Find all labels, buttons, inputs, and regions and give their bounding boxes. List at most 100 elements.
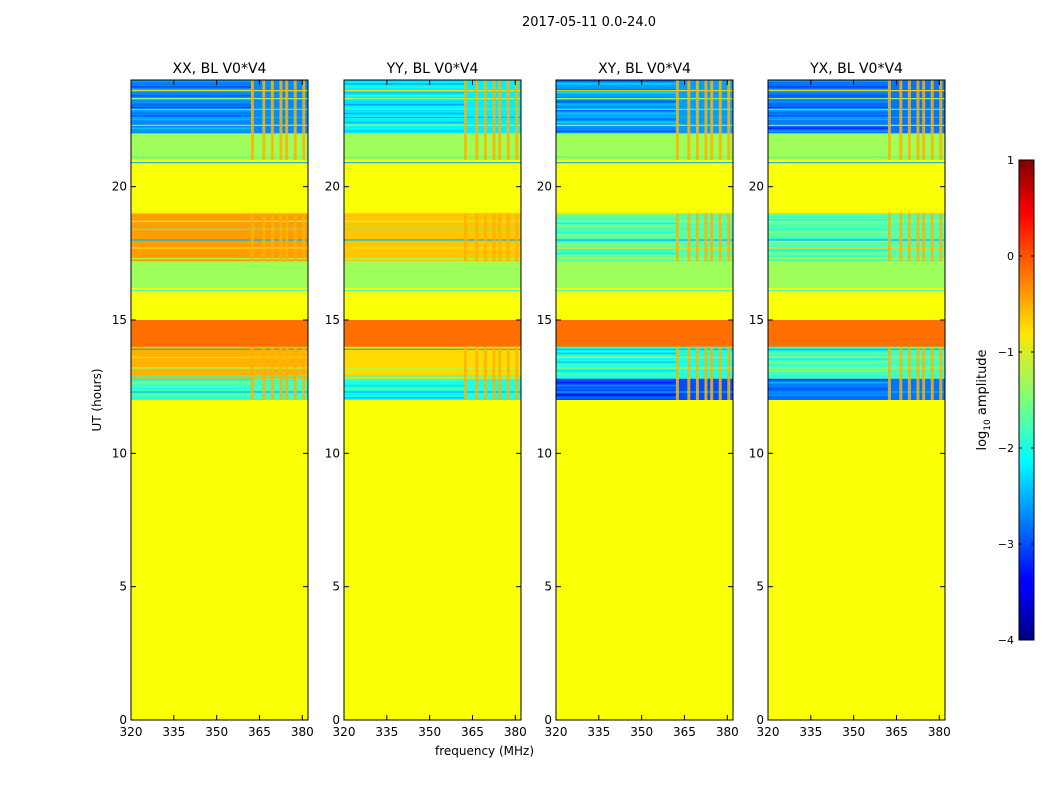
heatmap-texture xyxy=(344,100,464,103)
rfi-column xyxy=(907,346,911,400)
heatmap-texture xyxy=(344,384,464,387)
heatmap-texture xyxy=(768,361,888,363)
heatmap-texture xyxy=(344,91,464,94)
heatmap-texture xyxy=(344,118,464,121)
heatmap-texture xyxy=(768,109,888,112)
panel-yx: YX, BL V0*V4 0 5 10 15 20 320 335 350 365 380 xyxy=(749,61,951,739)
heatmap-texture xyxy=(556,82,676,85)
rfi-column xyxy=(930,80,934,160)
axes-frame xyxy=(130,79,309,721)
rfi-column xyxy=(675,346,679,400)
rfi-column xyxy=(293,346,297,400)
heatmap-texture xyxy=(131,384,251,387)
heatmap-band xyxy=(768,160,945,214)
ytick-label: 20 xyxy=(537,180,552,194)
ytick-label: 15 xyxy=(112,313,127,327)
rfi-column xyxy=(887,346,891,400)
rfi-column xyxy=(916,213,920,262)
rfi-column xyxy=(718,346,722,400)
heatmap-texture xyxy=(556,80,676,82)
xtick-label: 380 xyxy=(928,725,951,739)
heatmap-texture xyxy=(556,94,676,97)
rfi-column xyxy=(262,213,266,262)
heatmap-texture xyxy=(556,216,676,219)
rfi-column xyxy=(492,213,496,262)
heatmap-texture xyxy=(556,249,676,252)
heatmap-band xyxy=(344,160,521,214)
rfi-column xyxy=(293,213,297,262)
rfi-column xyxy=(506,80,510,160)
colorbar-tick-label: −1 xyxy=(998,346,1014,359)
heatmap-texture xyxy=(344,94,464,97)
rfi-column xyxy=(675,80,679,160)
rfi-column xyxy=(302,80,306,160)
heatmap-band xyxy=(556,160,733,214)
rfi-column xyxy=(675,213,679,262)
heatmap-texture xyxy=(768,103,888,106)
ytick-label: 10 xyxy=(537,446,552,460)
heatmap-texture xyxy=(768,88,888,91)
heatmap-texture xyxy=(556,234,676,237)
heatmap-texture xyxy=(556,252,676,255)
heatmap-texture xyxy=(556,393,676,396)
rfi-column xyxy=(279,346,283,400)
ytick-label: 10 xyxy=(749,446,764,460)
heatmap-texture xyxy=(131,88,251,91)
heatmap-texture xyxy=(768,243,888,246)
heatmap-texture xyxy=(556,118,676,121)
heatmap-texture xyxy=(344,80,464,82)
heatmap-texture xyxy=(768,234,888,237)
heatmap-texture xyxy=(556,364,676,366)
heatmap-band xyxy=(131,288,308,320)
heatmap-texture xyxy=(556,358,676,361)
rfi-column xyxy=(930,213,934,262)
xtick-label: 320 xyxy=(757,725,780,739)
heatmap-texture xyxy=(556,378,676,381)
heatmap-band xyxy=(344,288,521,320)
rfi-column xyxy=(718,80,722,160)
rfi-column xyxy=(887,80,891,160)
rfi-column xyxy=(710,213,714,262)
rfi-column xyxy=(483,213,487,262)
rfi-column xyxy=(475,213,479,262)
rfi-column xyxy=(302,346,306,400)
rfi-column xyxy=(293,80,297,160)
axes-frame xyxy=(555,79,734,721)
heatmap-texture xyxy=(768,222,888,225)
heatmap-texture xyxy=(556,213,676,216)
heatmap-texture xyxy=(344,88,464,91)
rfi-column xyxy=(710,346,714,400)
ytick-label: 0 xyxy=(332,713,340,727)
heatmap-texture xyxy=(131,80,251,82)
heatmap-band xyxy=(131,320,308,347)
colorbar-label-sub: 10 xyxy=(983,419,993,431)
rfi-column xyxy=(695,213,699,262)
heatmap-texture xyxy=(556,237,676,240)
heatmap-texture xyxy=(344,393,464,396)
ytick-label: 0 xyxy=(544,713,552,727)
xtick-label: 320 xyxy=(545,725,568,739)
panel-yy: YY, BL V0*V4 0 5 10 15 20 320 335 350 365 380 frequ… xyxy=(325,61,534,758)
heatmap-texture xyxy=(768,378,888,381)
xtick-label: 365 xyxy=(461,725,484,739)
rfi-column xyxy=(262,80,266,160)
heatmap-texture xyxy=(131,94,251,97)
xtick-label: 320 xyxy=(333,725,356,739)
heatmap-texture xyxy=(768,387,888,390)
heatmap-texture xyxy=(768,112,888,115)
colorbar-label-log: log xyxy=(975,431,990,451)
heatmap-texture xyxy=(556,346,676,349)
heatmap-texture xyxy=(768,393,888,396)
rfi-column xyxy=(475,80,479,160)
heatmap-texture xyxy=(344,381,464,384)
heatmap-texture xyxy=(131,85,251,88)
heatmap-texture xyxy=(344,109,464,112)
heatmap-texture xyxy=(556,88,676,91)
rfi-column xyxy=(687,213,691,262)
xtick-label: 380 xyxy=(504,725,527,739)
rfi-column xyxy=(250,80,254,160)
heatmap-texture xyxy=(556,349,676,352)
xtick-label: 350 xyxy=(205,725,228,739)
heatmap-band xyxy=(768,320,945,347)
heatmap-texture xyxy=(344,106,464,109)
